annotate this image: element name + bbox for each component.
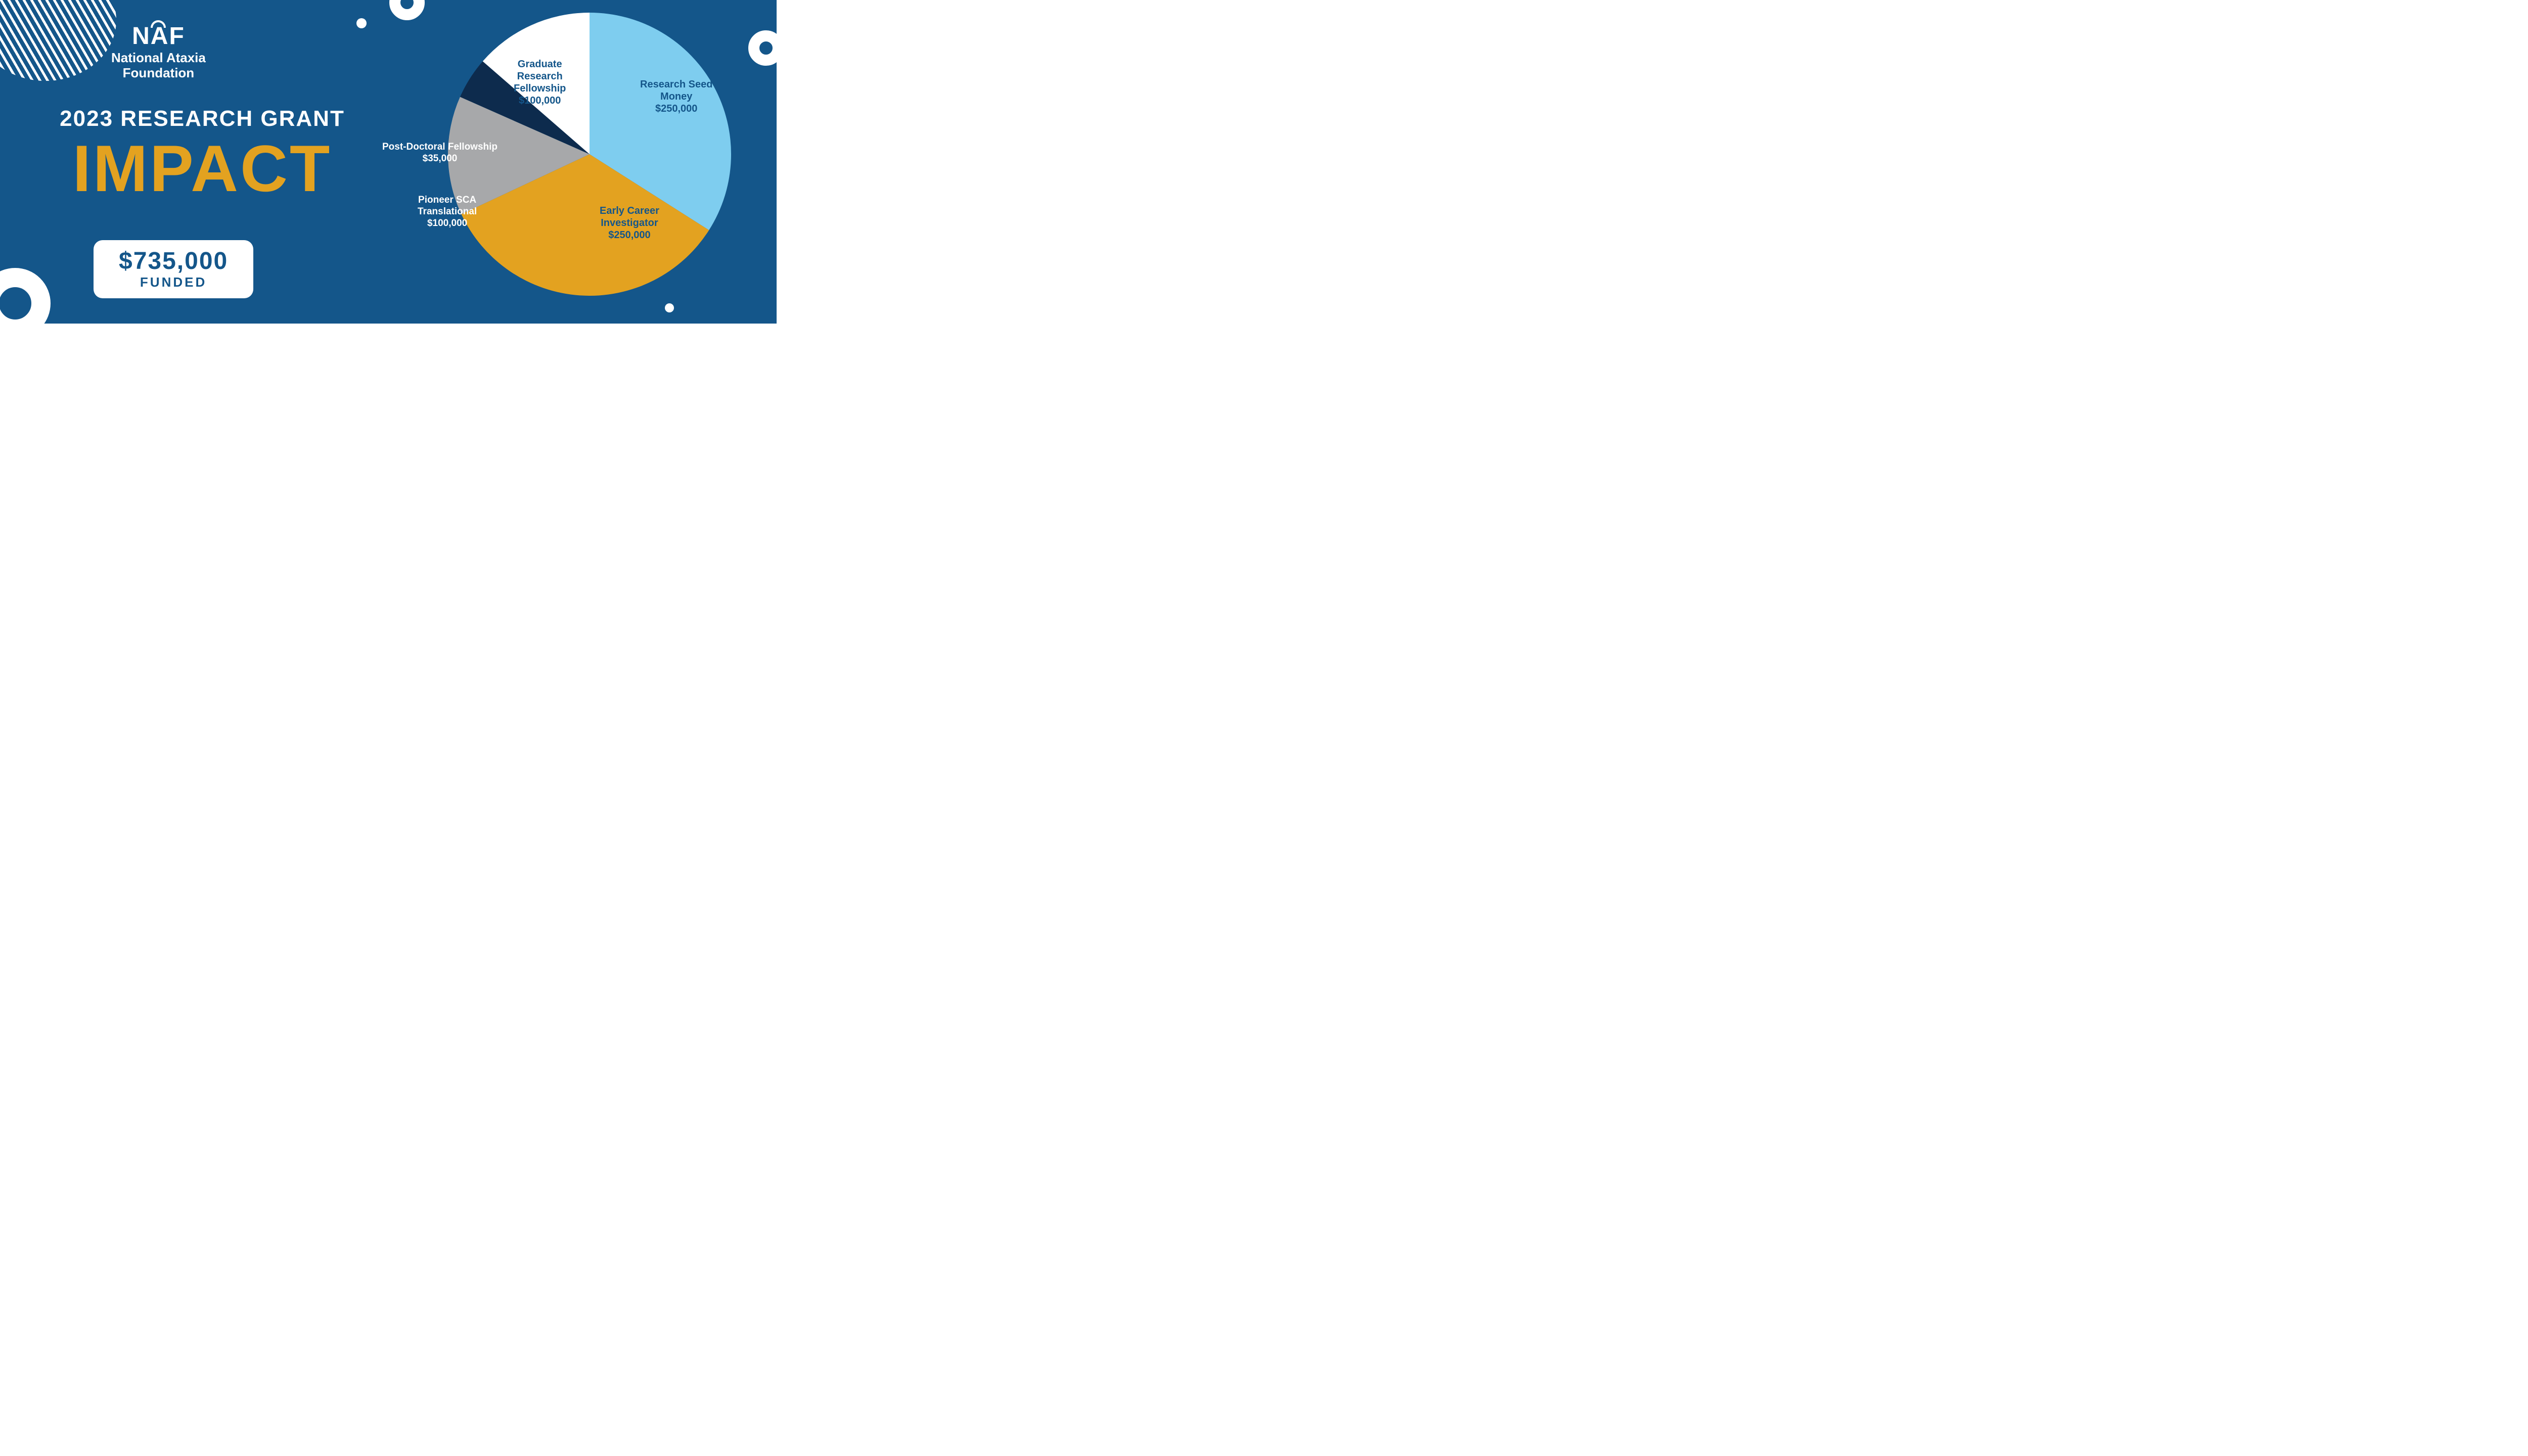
- pie-chart: Research SeedMoney$250,000Early CareerIn…: [448, 13, 731, 296]
- deco-dot-0: [356, 18, 367, 28]
- pie-label-line: Pioneer SCA: [418, 195, 476, 205]
- pie-label-amount: $35,000: [382, 153, 498, 165]
- pie-label-line: Graduate: [518, 59, 562, 70]
- logo-arc-icon: [151, 20, 166, 28]
- pie-label-line: Money: [660, 91, 692, 102]
- logo-org-name: National Ataxia Foundation: [111, 51, 206, 81]
- pie-label-line: Translational: [418, 206, 477, 217]
- deco-ring-0: [389, 0, 425, 20]
- pie-label-2: Pioneer SCATranslational$100,000: [418, 195, 477, 229]
- funded-box: $735,000 FUNDED: [94, 240, 253, 298]
- logo-org-line1: National Ataxia: [111, 51, 206, 66]
- pie-label-line: Post-Doctoral Fellowship: [382, 142, 498, 152]
- pie-label-amount: $100,000: [418, 218, 477, 230]
- funded-amount: $735,000: [119, 249, 228, 274]
- pie-label-4: GraduateResearchFellowship$100,000: [514, 58, 566, 107]
- pie-label-line: Fellowship: [514, 83, 566, 94]
- headline-block: 2023 RESEARCH GRANT IMPACT: [30, 106, 374, 201]
- pie-label-line: Early Career: [600, 205, 659, 216]
- deco-dot-1: [665, 303, 674, 312]
- logo-block: NAF National Ataxia Foundation: [111, 24, 206, 81]
- deco-stripes-circle: [0, 0, 116, 81]
- headline-line1: 2023 RESEARCH GRANT: [30, 106, 374, 131]
- logo-acronym: NAF: [132, 24, 185, 49]
- pie-label-1: Early CareerInvestigator$250,000: [600, 205, 659, 241]
- pie-label-amount: $250,000: [600, 229, 659, 241]
- pie-label-amount: $100,000: [514, 95, 566, 107]
- infographic-canvas: NAF National Ataxia Foundation 2023 RESE…: [0, 0, 777, 324]
- funded-label: FUNDED: [119, 275, 228, 290]
- pie-label-amount: $250,000: [640, 103, 712, 115]
- pie-label-3: Post-Doctoral Fellowship$35,000: [382, 142, 498, 165]
- pie-label-line: Research Seed: [640, 79, 712, 90]
- pie-label-line: Investigator: [601, 217, 658, 229]
- deco-ring-2: [0, 268, 51, 339]
- deco-ring-1: [748, 30, 784, 66]
- headline-line2: IMPACT: [30, 135, 374, 201]
- pie-label-line: Research: [517, 71, 563, 82]
- pie-label-0: Research SeedMoney$250,000: [640, 78, 712, 115]
- logo-org-line2: Foundation: [111, 66, 206, 81]
